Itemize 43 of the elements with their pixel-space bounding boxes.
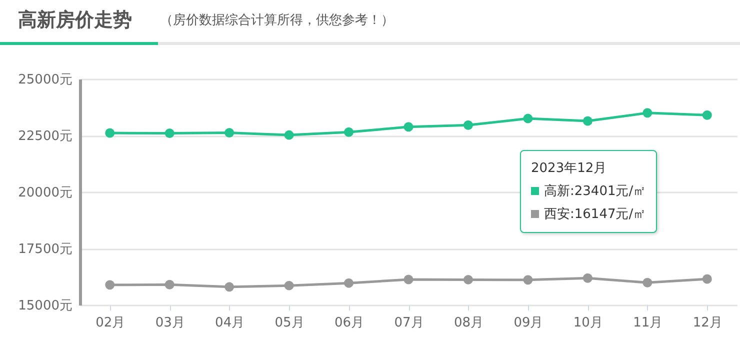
- point: [344, 278, 354, 288]
- point: [224, 128, 234, 138]
- point: [105, 128, 115, 138]
- y-tick-label: 17500元: [18, 242, 72, 257]
- point: [284, 280, 294, 290]
- annotation: 2023年12月: [531, 160, 608, 178]
- y-tick-label: 25000元: [18, 72, 72, 88]
- x-tick-label: 07月: [394, 316, 424, 330]
- point: [702, 110, 712, 120]
- x-tick-label: 09月: [514, 316, 544, 330]
- chart-subtitle: （房价数据综合计算所得，供您参考！）: [160, 12, 394, 29]
- point: [642, 278, 652, 288]
- point: [523, 275, 533, 285]
- y-tick-label: 20000元: [18, 186, 72, 200]
- x-tick-label: 03月: [155, 316, 185, 330]
- y-tick-label: 15000元: [18, 298, 72, 314]
- annotation: 高新:23401元/㎡: [543, 183, 646, 201]
- point: [642, 108, 652, 118]
- x-tick-label: 10月: [573, 316, 603, 330]
- point: [463, 274, 473, 284]
- annotation: 西安:16147元/㎡: [543, 206, 646, 224]
- point: [582, 116, 592, 126]
- x-tick-label: 12月: [692, 316, 722, 330]
- x-tick-label: 04月: [215, 316, 245, 330]
- x-tick-label: 02月: [96, 316, 126, 330]
- chart-title: 高新房价走势: [18, 8, 132, 33]
- point: [164, 280, 174, 290]
- point: [164, 128, 174, 138]
- point: [224, 282, 234, 292]
- point: [105, 280, 115, 290]
- point: [702, 274, 712, 284]
- point: [582, 273, 592, 283]
- y-tick-label: 22500元: [18, 129, 72, 144]
- point: [463, 120, 473, 130]
- x-tick-label: 05月: [274, 316, 304, 330]
- point: [404, 122, 414, 132]
- point: [284, 130, 294, 140]
- point: [344, 127, 354, 137]
- x-tick-label: 06月: [334, 316, 364, 330]
- x-tick-label: 11月: [633, 316, 663, 330]
- x-tick-label: 08月: [454, 316, 484, 330]
- point: [523, 114, 533, 124]
- point: [404, 274, 414, 284]
